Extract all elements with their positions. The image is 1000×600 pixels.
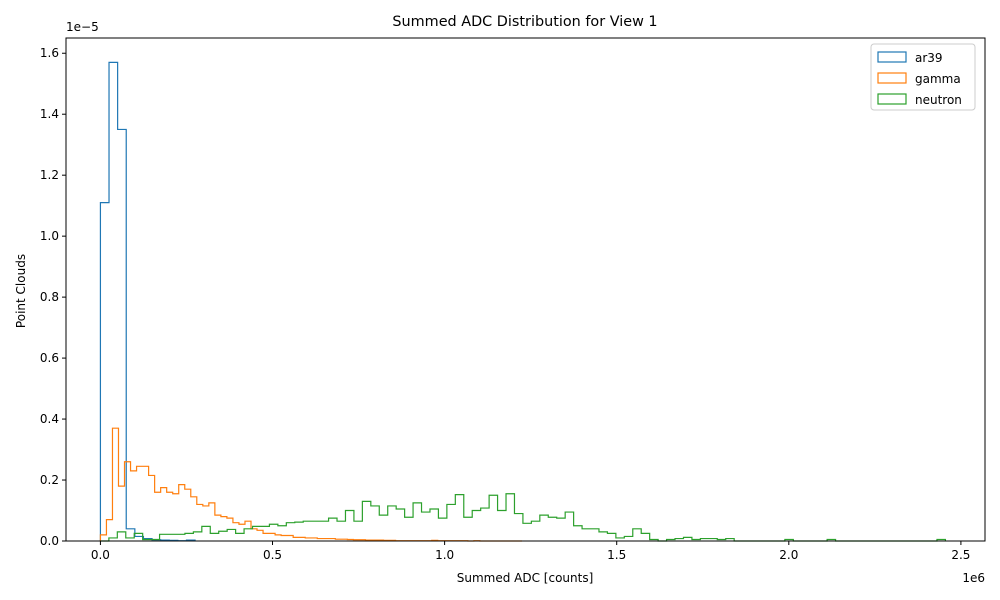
legend-label-neutron: neutron <box>915 93 962 107</box>
legend-swatch-gamma <box>877 72 907 84</box>
legend-label-gamma: gamma <box>915 72 961 86</box>
x-offset-label: 1e6 <box>962 571 985 585</box>
x-tick-label: 0.5 <box>263 548 282 562</box>
legend-swatch-neutron <box>877 93 907 105</box>
chart-title: Summed ADC Distribution for View 1 <box>392 14 657 30</box>
y-axis-label: Point Clouds <box>14 254 28 328</box>
series-gamma-histogram <box>99 427 523 542</box>
plot-area <box>99 61 947 542</box>
y-tick-label: 0.4 <box>40 412 59 426</box>
x-tick-label: 2.0 <box>779 548 798 562</box>
y-tick-label: 1.2 <box>40 168 59 182</box>
axes: 0.0 0.5 1.0 1.5 2.0 2.5 0.0 0.2 0.4 0.6 0.8 1.0 1.2 1… <box>40 37 986 562</box>
y-tick-label: 1.4 <box>40 107 59 121</box>
y-offset-label: 1e−5 <box>66 20 99 34</box>
y-tick-label: 1.0 <box>40 229 59 243</box>
series-ar39-histogram <box>99 61 196 542</box>
x-tick-label: 2.5 <box>951 548 970 562</box>
x-tick-label: 0.0 <box>91 548 110 562</box>
y-tick-label: 0.6 <box>40 351 59 365</box>
y-tick-label: 0.2 <box>40 473 59 487</box>
y-tick-label: 0.0 <box>40 534 59 548</box>
legend-label-ar39: ar39 <box>915 51 943 65</box>
y-tick-label: 1.6 <box>40 46 59 60</box>
x-tick-label: 1.0 <box>435 548 454 562</box>
legend: ar39 gamma neutron <box>870 43 976 111</box>
legend-swatch-ar39 <box>877 51 907 63</box>
axes-frame <box>65 37 986 542</box>
x-axis-label: Summed ADC [counts] <box>457 571 594 585</box>
y-tick-label: 0.8 <box>40 290 59 304</box>
x-tick-label: 1.5 <box>607 548 626 562</box>
